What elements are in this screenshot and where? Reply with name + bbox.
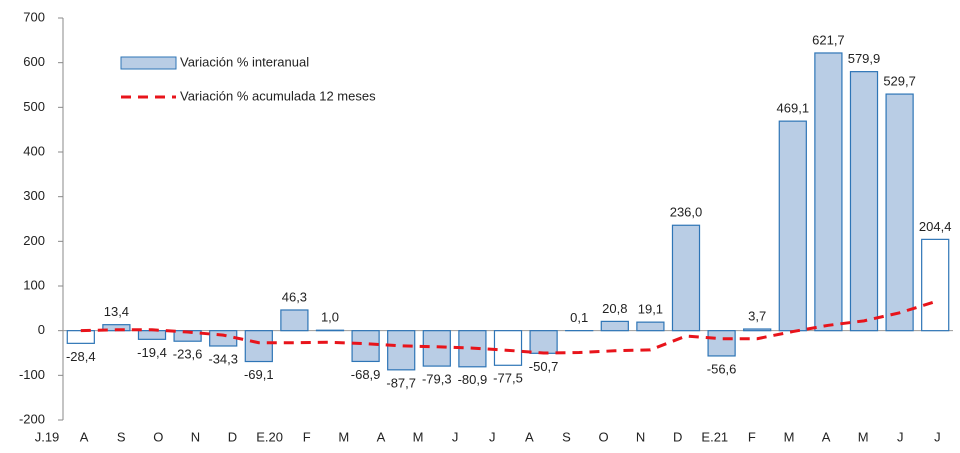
y-tick-label: -100 — [19, 367, 45, 382]
value-label: -80,9 — [458, 372, 488, 387]
x-tick-label: M — [784, 429, 795, 444]
x-tick-label: J.19 — [35, 429, 60, 444]
bar — [281, 310, 308, 331]
x-tick-label: J — [897, 429, 904, 444]
bar — [67, 331, 94, 344]
y-tick-label: 200 — [23, 233, 45, 248]
value-label: 529,7 — [883, 74, 916, 89]
x-tick-label: A — [822, 429, 831, 444]
value-label: -79,3 — [422, 372, 452, 387]
value-label: 3,7 — [748, 308, 766, 323]
x-tick-label: J — [934, 429, 941, 444]
x-tick-label: A — [80, 429, 89, 444]
value-label: 579,9 — [848, 51, 881, 66]
y-tick-label: 700 — [23, 9, 45, 24]
x-tick-label: F — [748, 429, 756, 444]
y-tick-label: 300 — [23, 188, 45, 203]
bar — [210, 331, 237, 346]
value-label: -56,6 — [707, 361, 737, 376]
bar — [245, 331, 272, 362]
value-label: 46,3 — [282, 289, 307, 304]
x-tick-label: A — [525, 429, 534, 444]
x-tick-label: O — [153, 429, 163, 444]
legend-swatch — [121, 57, 176, 69]
bar — [637, 322, 664, 331]
x-tick-label: M — [413, 429, 424, 444]
bar — [138, 331, 165, 340]
x-tick-label: O — [598, 429, 608, 444]
bar — [530, 331, 557, 354]
x-tick-label: M — [338, 429, 349, 444]
bar — [672, 225, 699, 330]
bar — [494, 331, 521, 366]
bar — [388, 331, 415, 370]
x-tick-label: D — [673, 429, 682, 444]
bar — [850, 72, 877, 331]
value-label: -23,6 — [173, 347, 203, 362]
bar — [922, 239, 949, 330]
x-tick-label: E.21 — [701, 429, 728, 444]
value-label: -68,9 — [351, 367, 381, 382]
x-tick-label: D — [228, 429, 237, 444]
bar — [886, 94, 913, 331]
value-label: 1,0 — [321, 310, 339, 325]
bar — [708, 331, 735, 356]
value-label: 621,7 — [812, 32, 845, 47]
y-tick-label: -200 — [19, 411, 45, 426]
legend-label: Variación % interanual — [180, 54, 309, 69]
y-tick-label: 100 — [23, 277, 45, 292]
value-label: -87,7 — [386, 375, 416, 390]
value-label: 236,0 — [670, 205, 703, 220]
x-tick-label: J — [452, 429, 459, 444]
y-tick-label: 400 — [23, 143, 45, 158]
x-tick-label: M — [858, 429, 869, 444]
bar — [779, 121, 806, 331]
y-tick-label: 500 — [23, 99, 45, 114]
legend-label: Variación % acumulada 12 meses — [180, 88, 376, 103]
bar — [352, 331, 379, 362]
x-tick-label: E.20 — [256, 429, 283, 444]
y-tick-label: 600 — [23, 54, 45, 69]
x-tick-label: N — [636, 429, 645, 444]
value-label: 19,1 — [638, 302, 663, 317]
value-label: 13,4 — [104, 304, 129, 319]
x-tick-label: J — [489, 429, 496, 444]
bar — [744, 329, 771, 331]
value-label: -19,4 — [137, 345, 167, 360]
value-label: 469,1 — [777, 101, 810, 116]
value-label: -28,4 — [66, 349, 96, 364]
value-label: -34,3 — [208, 351, 238, 366]
x-tick-label: A — [377, 429, 386, 444]
bar — [815, 53, 842, 331]
value-label: -77,5 — [493, 371, 523, 386]
x-tick-label: S — [562, 429, 571, 444]
value-label: -69,1 — [244, 367, 274, 382]
value-label: 20,8 — [602, 301, 627, 316]
bar — [601, 321, 628, 330]
x-tick-label: F — [303, 429, 311, 444]
y-tick-label: 0 — [38, 322, 45, 337]
x-tick-label: N — [191, 429, 200, 444]
value-label: 0,1 — [570, 310, 588, 325]
x-tick-label: S — [117, 429, 126, 444]
value-label: 204,4 — [919, 219, 952, 234]
value-label: -50,7 — [529, 359, 559, 374]
